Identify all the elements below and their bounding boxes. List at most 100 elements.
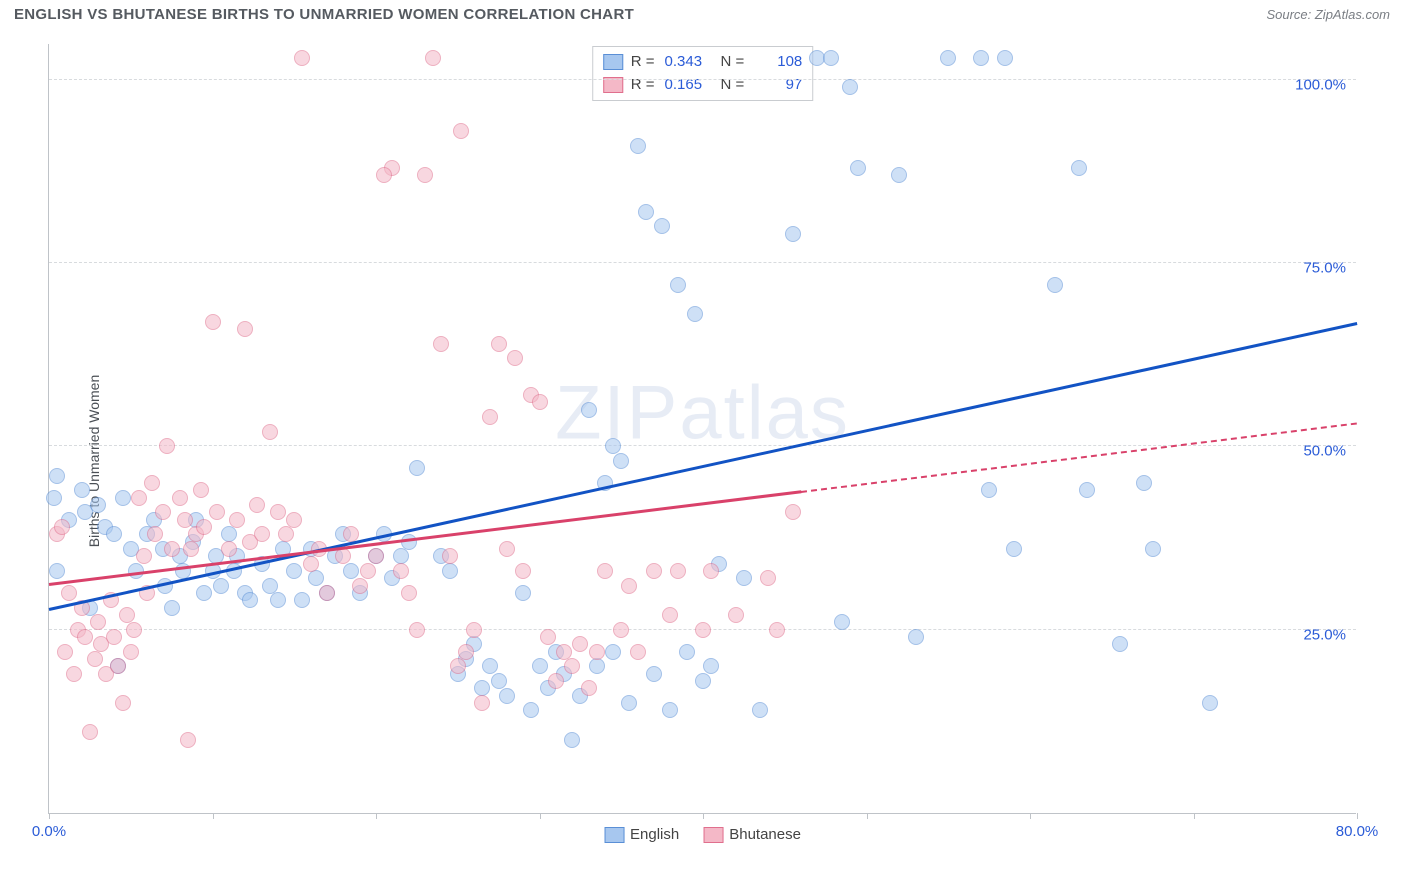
data-point [270,504,286,520]
data-point [54,519,70,535]
data-point [695,673,711,689]
data-point [621,695,637,711]
series-legend: English Bhutanese [604,826,801,843]
data-point [605,438,621,454]
x-tick [540,813,541,819]
data-point [49,563,65,579]
data-point [46,490,62,506]
data-point [760,570,776,586]
legend-series-label: English [630,826,679,843]
data-point [450,658,466,674]
data-point [613,622,629,638]
data-point [66,666,82,682]
data-point [695,622,711,638]
data-point [49,468,65,484]
data-point [409,460,425,476]
data-point [482,658,498,674]
data-point [507,350,523,366]
data-point [147,526,163,542]
data-point [453,123,469,139]
data-point [769,622,785,638]
data-point [556,644,572,660]
data-point [785,226,801,242]
plot-area: ZIPatlas R =0.343N =108R =0.165N =97 Eng… [48,44,1356,814]
data-point [646,563,662,579]
data-point [1145,541,1161,557]
data-point [61,585,77,601]
data-point [433,336,449,352]
data-point [572,636,588,652]
data-point [319,585,335,601]
data-point [123,644,139,660]
data-point [229,512,245,528]
data-point [442,563,458,579]
data-point [409,622,425,638]
data-point [393,548,409,564]
data-point [417,167,433,183]
data-point [515,585,531,601]
data-point [474,680,490,696]
data-point [581,680,597,696]
data-point [630,138,646,154]
x-tick [1030,813,1031,819]
data-point [193,482,209,498]
data-point [630,644,646,660]
data-point [110,658,126,674]
data-point [823,50,839,66]
data-point [368,548,384,564]
data-point [209,504,225,520]
data-point [482,409,498,425]
x-tick [703,813,704,819]
legend-swatch [703,827,723,843]
data-point [679,644,695,660]
data-point [491,673,507,689]
data-point [973,50,989,66]
data-point [270,592,286,608]
data-point [728,607,744,623]
data-point [131,490,147,506]
gridline [49,262,1356,263]
data-point [532,394,548,410]
data-point [82,724,98,740]
data-point [981,482,997,498]
legend-swatch [604,827,624,843]
data-point [589,644,605,660]
legend-swatch [603,54,623,70]
data-point [940,50,956,66]
data-point [638,204,654,220]
x-tick [49,813,50,819]
trend-line [801,422,1357,493]
data-point [474,695,490,711]
data-point [581,402,597,418]
data-point [106,526,122,542]
legend-r-value: 0.165 [665,74,713,97]
data-point [87,651,103,667]
legend-r-label: R = [631,51,655,74]
data-point [736,570,752,586]
data-point [308,570,324,586]
data-point [1079,482,1095,498]
data-point [908,629,924,645]
data-point [891,167,907,183]
data-point [540,629,556,645]
data-point [254,526,270,542]
data-point [196,519,212,535]
gridline [49,79,1356,80]
data-point [605,644,621,660]
data-point [703,563,719,579]
data-point [136,548,152,564]
data-point [172,490,188,506]
source-attribution: Source: ZipAtlas.com [1266,7,1390,22]
data-point [621,578,637,594]
legend-r-value: 0.343 [665,51,713,74]
data-point [670,277,686,293]
data-point [523,702,539,718]
data-point [662,607,678,623]
legend-series-label: Bhutanese [729,826,801,843]
x-tick [1357,813,1358,819]
data-point [115,695,131,711]
data-point [213,578,229,594]
x-tick [1194,813,1195,819]
data-point [115,490,131,506]
data-point [144,475,160,491]
